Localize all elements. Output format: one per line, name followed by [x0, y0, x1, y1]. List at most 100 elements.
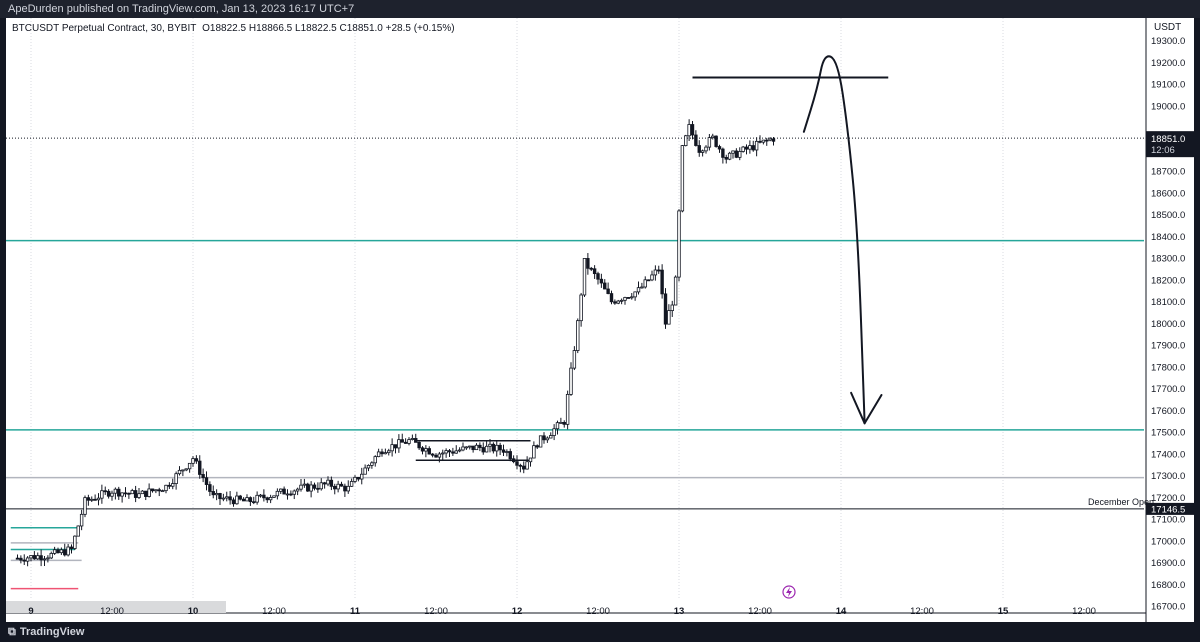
candle-body [56, 549, 60, 554]
candle-body [279, 488, 283, 492]
candle-body [238, 495, 242, 500]
candle-body [302, 483, 307, 486]
candle-body [110, 492, 114, 497]
tradingview-logo[interactable]: ⧉ TradingView [8, 622, 84, 642]
price-axis-bg [1146, 18, 1194, 622]
candle-body [120, 492, 124, 497]
candle-body [609, 293, 614, 303]
time-axis[interactable]: 9 12:00 10 12:00 11 12:00 12 12:00 13 12:00 14 12:0… [6, 601, 1146, 617]
price-tick-label: 18000.0 [1151, 319, 1185, 330]
price-axis[interactable]: 16700.0 16800.0 16900.0 17000.0 17100.0 17200… [1145, 18, 1194, 622]
price-tick-label: 18200.0 [1151, 275, 1185, 286]
time-tick-label: 12:00 [1072, 606, 1096, 617]
candle-body [214, 493, 219, 496]
candle-body [559, 422, 563, 424]
last-price-tag [1146, 131, 1194, 158]
candle-body [289, 493, 293, 496]
drawn-arrow-head [850, 391, 883, 425]
candle-body [160, 490, 165, 493]
candle-body [157, 489, 161, 492]
candle-body [39, 555, 43, 561]
candle-body [468, 445, 472, 448]
candle-body [150, 488, 155, 492]
candle-body [127, 492, 131, 495]
candle-body [555, 422, 560, 430]
candle-body [748, 145, 752, 150]
candle-body [252, 501, 256, 504]
candle-body [650, 274, 654, 281]
price-tick-label: 17200.0 [1151, 493, 1185, 504]
candle-body [282, 488, 286, 495]
candle-body [447, 450, 452, 453]
price-chart[interactable]: BTCUSDT Perpetual Contract, 30, BYBIT O18… [6, 18, 1194, 622]
candle-body [474, 444, 479, 451]
candle-body [687, 124, 691, 137]
price-tick-label: 17800.0 [1151, 362, 1185, 373]
candle-body [437, 453, 442, 458]
time-tick-label: 9 [28, 606, 33, 617]
candle-body [231, 499, 236, 505]
candle-body [417, 441, 421, 449]
candle-body [292, 490, 296, 495]
candle-body [761, 139, 766, 143]
candle-body [22, 559, 26, 562]
candle-body [309, 484, 313, 492]
december-open-tag [1146, 502, 1194, 515]
candle-body [505, 451, 509, 453]
price-tick-label: 18500.0 [1151, 210, 1185, 221]
candle-body [623, 297, 627, 301]
candle-body [724, 156, 728, 160]
bar-countdown: 12:06 [1151, 145, 1175, 156]
candle-body [316, 487, 320, 490]
candle-body [528, 457, 533, 463]
candle-body [721, 148, 725, 158]
candle-body [765, 139, 769, 142]
candle-body [731, 150, 735, 154]
candle-body [613, 301, 617, 304]
time-tick-label: 10 [188, 606, 199, 617]
price-tick-label: 18100.0 [1151, 297, 1185, 308]
candle-body [619, 299, 624, 302]
candle-body [49, 552, 53, 559]
candle-body [734, 150, 739, 158]
candle-body [400, 439, 404, 443]
candle-body [397, 439, 401, 449]
candle-body [403, 441, 408, 444]
price-tick-label: 16800.0 [1151, 580, 1185, 591]
candle-body [265, 497, 269, 501]
candle-body [380, 451, 384, 455]
candle-body [46, 557, 50, 560]
candle-body [461, 446, 465, 451]
price-tick-label: 18600.0 [1151, 188, 1185, 199]
price-tick-label: 17900.0 [1151, 341, 1185, 352]
candle-body [481, 447, 485, 453]
candle-body [187, 462, 192, 470]
time-tick-label: 12 [512, 606, 523, 617]
candle-body [25, 557, 30, 562]
candle-body [241, 498, 246, 502]
candle-body [707, 137, 712, 148]
lightning-icon[interactable] [782, 585, 796, 599]
candle-body [714, 135, 718, 147]
candle-body [410, 438, 415, 440]
candle-body [66, 546, 70, 556]
candle-body [133, 490, 138, 498]
candle-body [576, 320, 580, 351]
candle-body [258, 494, 263, 497]
candle-body [471, 445, 475, 451]
candle-body [420, 447, 425, 452]
candle-body [643, 279, 647, 288]
candle-body [454, 450, 458, 454]
candle-body [83, 497, 87, 515]
candle-body [694, 134, 698, 146]
candle-body [640, 286, 644, 289]
candle-body [424, 448, 428, 452]
candle-body [491, 443, 496, 452]
candle-body [660, 269, 664, 295]
candle-body [457, 449, 462, 452]
candle-body [393, 444, 398, 449]
candle-body [245, 497, 249, 502]
candle-body [194, 458, 199, 462]
price-tick-label: 18300.0 [1151, 254, 1185, 265]
chart-panel[interactable]: BTCUSDT Perpetual Contract, 30, BYBIT O18… [6, 18, 1194, 622]
